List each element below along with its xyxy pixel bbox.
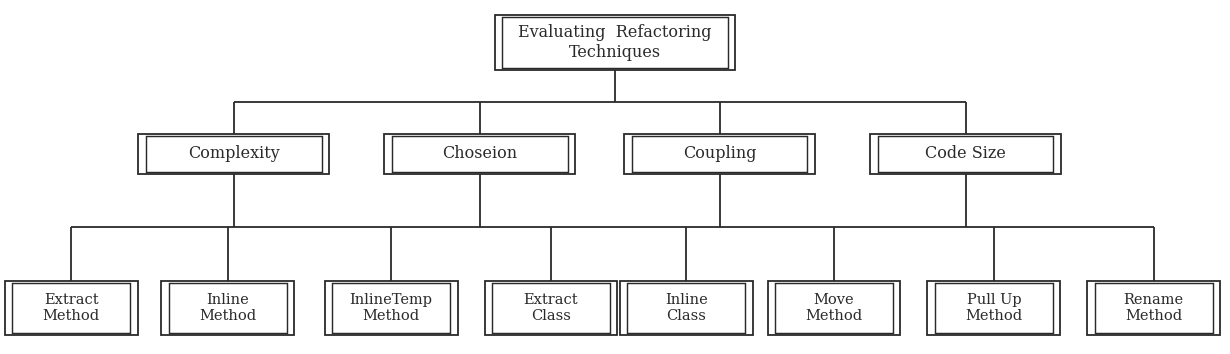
FancyBboxPatch shape (624, 134, 814, 175)
FancyBboxPatch shape (138, 134, 330, 175)
FancyBboxPatch shape (878, 136, 1054, 172)
FancyBboxPatch shape (1095, 282, 1213, 333)
FancyBboxPatch shape (492, 282, 610, 333)
FancyBboxPatch shape (5, 280, 138, 336)
Text: Rename
Method: Rename Method (1124, 293, 1183, 323)
Text: Pull Up
Method: Pull Up Method (966, 293, 1022, 323)
FancyBboxPatch shape (935, 282, 1053, 333)
Text: Coupling: Coupling (683, 145, 756, 162)
Text: Choseion: Choseion (442, 145, 518, 162)
FancyBboxPatch shape (384, 134, 574, 175)
FancyBboxPatch shape (146, 136, 322, 172)
FancyBboxPatch shape (502, 17, 727, 68)
Text: Extract
Class: Extract Class (524, 293, 578, 323)
Text: Move
Method: Move Method (806, 293, 862, 323)
FancyBboxPatch shape (161, 280, 294, 336)
Text: Inline
Class: Inline Class (665, 293, 707, 323)
Text: InlineTemp
Method: InlineTemp Method (349, 293, 433, 323)
FancyBboxPatch shape (871, 134, 1060, 175)
FancyBboxPatch shape (332, 282, 450, 333)
FancyBboxPatch shape (494, 15, 734, 70)
Text: Inline
Method: Inline Method (199, 293, 256, 323)
FancyBboxPatch shape (485, 280, 617, 336)
Text: Complexity: Complexity (188, 145, 279, 162)
FancyBboxPatch shape (12, 282, 130, 333)
FancyBboxPatch shape (620, 280, 753, 336)
FancyBboxPatch shape (632, 136, 807, 172)
Text: Code Size: Code Size (925, 145, 1006, 162)
FancyBboxPatch shape (1087, 280, 1220, 336)
Text: Extract
Method: Extract Method (43, 293, 100, 323)
FancyBboxPatch shape (325, 280, 458, 336)
FancyBboxPatch shape (927, 280, 1060, 336)
FancyBboxPatch shape (768, 280, 900, 336)
FancyBboxPatch shape (391, 136, 567, 172)
Text: Evaluating  Refactoring
Techniques: Evaluating Refactoring Techniques (518, 24, 712, 61)
FancyBboxPatch shape (627, 282, 745, 333)
FancyBboxPatch shape (169, 282, 287, 333)
FancyBboxPatch shape (775, 282, 893, 333)
